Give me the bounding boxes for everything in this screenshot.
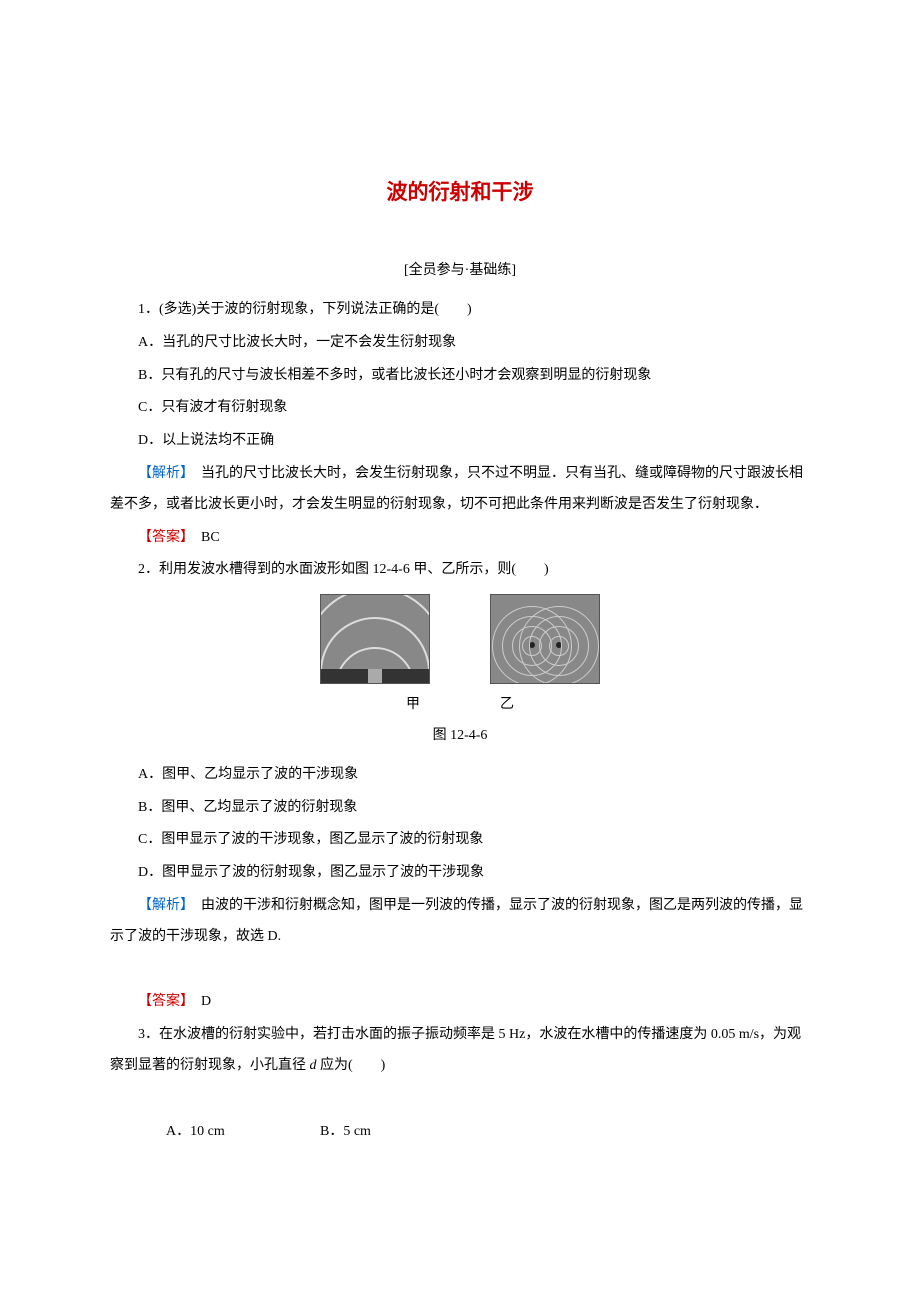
q1-answer: 【答案】 BC <box>110 523 810 554</box>
q2-option-d: D．图甲显示了波的衍射现象，图乙显示了波的干涉现象 <box>110 858 810 889</box>
q2-option-a: A．图甲、乙均显示了波的干涉现象 <box>110 760 810 791</box>
figure-12-4-6: 甲 乙 图 12-4-6 <box>110 594 810 752</box>
q2-option-b: B．图甲、乙均显示了波的衍射现象 <box>110 793 810 824</box>
answer-label: 【答案】 <box>138 994 187 1009</box>
q3-stem-a: 3．在水波槽的衍射实验中，若打击水面的振子振动频率是 5 Hz，水波在水槽中的传… <box>110 1027 801 1073</box>
q1-stem: 1．(多选)关于波的衍射现象，下列说法正确的是( ) <box>110 295 810 326</box>
page-title: 波的衍射和干涉 <box>110 170 810 216</box>
figure-caption-left: 甲 <box>290 690 460 721</box>
analysis-label: 【解析】 <box>138 466 187 481</box>
section-subtitle: [全员参与·基础练] <box>110 256 810 287</box>
figure-interference <box>490 594 600 684</box>
q1-option-a: A．当孔的尺寸比波长大时，一定不会发生衍射现象 <box>110 328 810 359</box>
q1-option-d: D．以上说法均不正确 <box>110 426 810 457</box>
analysis-label: 【解析】 <box>138 898 187 913</box>
q2-option-c: C．图甲显示了波的干涉现象，图乙显示了波的衍射现象 <box>110 825 810 856</box>
q1-analysis: 【解析】 当孔的尺寸比波长大时，会发生衍射现象，只不过不明显．只有当孔、缝或障碍… <box>110 459 810 521</box>
q2-stem: 2．利用发波水槽得到的水面波形如图 12-4-6 甲、乙所示，则( ) <box>110 555 810 586</box>
q3-option-a: A．10 cm <box>138 1117 320 1148</box>
q2-answer: 【答案】 D <box>110 987 810 1018</box>
q3-option-b: B．5 cm <box>320 1124 371 1139</box>
q2-analysis-text: 由波的干涉和衍射概念知，图甲是一列波的传播，显示了波的衍射现象，图乙是两列波的传… <box>110 898 803 944</box>
figure-diffraction <box>320 594 430 684</box>
q2-answer-text: D <box>187 994 211 1009</box>
q2-analysis: 【解析】 由波的干涉和衍射概念知，图甲是一列波的传播，显示了波的衍射现象，图乙是… <box>110 891 810 953</box>
q1-option-b: B．只有孔的尺寸与波长相差不多时，或者比波长还小时才会观察到明显的衍射现象 <box>110 361 810 392</box>
q1-option-c: C．只有波才有衍射现象 <box>110 393 810 424</box>
figure-number: 图 12-4-6 <box>110 721 810 752</box>
q1-analysis-text: 当孔的尺寸比波长大时，会发生衍射现象，只不过不明显．只有当孔、缝或障碍物的尺寸跟… <box>110 466 803 512</box>
figure-caption-right: 乙 <box>460 690 630 721</box>
q3-stem: 3．在水波槽的衍射实验中，若打击水面的振子振动频率是 5 Hz，水波在水槽中的传… <box>110 1020 810 1082</box>
q3-var-d: d <box>310 1058 317 1073</box>
q1-answer-text: BC <box>187 530 220 545</box>
q3-options-row: A．10 cmB．5 cm <box>110 1117 810 1148</box>
q3-stem-b: 应为( ) <box>317 1058 386 1073</box>
answer-label: 【答案】 <box>138 530 187 545</box>
